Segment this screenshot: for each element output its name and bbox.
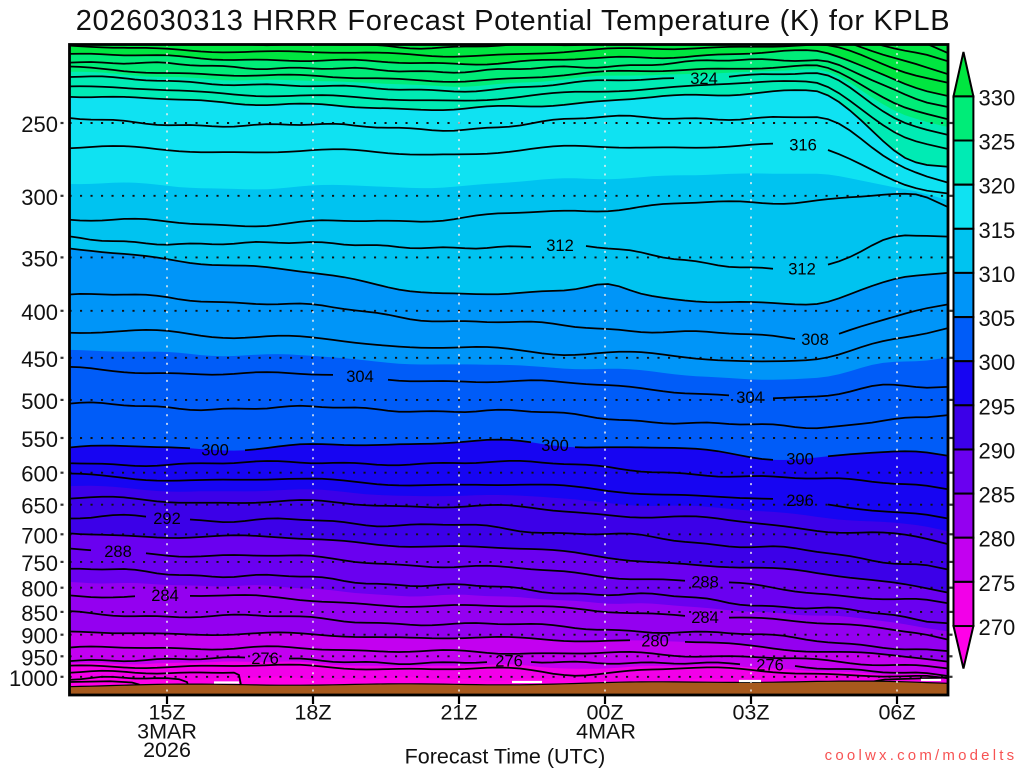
svg-text:2026: 2026 [143,738,191,762]
svg-text:275: 275 [979,571,1016,596]
svg-text:290: 290 [979,439,1016,464]
svg-text:coolwx.com/modelts: coolwx.com/modelts [825,747,1018,764]
svg-text:650: 650 [21,494,58,519]
svg-text:700: 700 [21,523,58,548]
svg-text:304: 304 [346,368,374,386]
svg-text:250: 250 [21,112,58,137]
svg-text:450: 450 [21,347,58,372]
svg-text:304: 304 [736,389,764,407]
svg-text:312: 312 [546,237,574,255]
svg-text:280: 280 [979,527,1016,552]
svg-text:276: 276 [251,650,279,668]
svg-text:316: 316 [789,137,817,155]
svg-text:276: 276 [756,656,784,674]
svg-text:280: 280 [641,632,669,650]
svg-text:300: 300 [21,185,58,210]
svg-text:18Z: 18Z [294,701,331,725]
svg-text:750: 750 [21,551,58,576]
svg-text:950: 950 [21,645,58,670]
svg-text:310: 310 [979,262,1016,287]
svg-text:315: 315 [979,218,1016,243]
svg-text:324: 324 [690,70,718,88]
svg-text:400: 400 [21,300,58,325]
svg-text:284: 284 [691,609,719,627]
svg-text:288: 288 [691,574,719,592]
svg-text:800: 800 [21,577,58,602]
svg-text:320: 320 [979,174,1016,199]
svg-text:00Z: 00Z [586,701,623,725]
svg-text:325: 325 [979,130,1016,155]
svg-text:285: 285 [979,483,1016,508]
svg-text:300: 300 [786,451,814,469]
svg-text:300: 300 [979,350,1016,375]
svg-text:330: 330 [979,85,1016,110]
svg-text:284: 284 [151,587,179,605]
svg-text:15Z: 15Z [148,701,185,725]
svg-text:288: 288 [104,543,132,561]
svg-text:500: 500 [21,389,58,414]
svg-text:308: 308 [801,331,829,349]
svg-text:292: 292 [153,510,181,528]
svg-text:03Z: 03Z [732,701,769,725]
svg-text:850: 850 [21,601,58,626]
svg-text:Forecast Time (UTC): Forecast Time (UTC) [405,745,606,768]
svg-text:276: 276 [495,652,523,670]
svg-text:3MAR: 3MAR [137,720,197,744]
svg-text:900: 900 [21,624,58,649]
svg-text:600: 600 [21,462,58,487]
svg-text:312: 312 [788,261,816,279]
svg-text:2026030313 HRRR Forecast Poten: 2026030313 HRRR Forecast Potential Tempe… [76,5,950,37]
svg-text:270: 270 [979,615,1016,640]
svg-text:4MAR: 4MAR [576,720,636,744]
svg-text:296: 296 [786,492,814,510]
svg-text:550: 550 [21,427,58,452]
svg-text:21Z: 21Z [440,701,477,725]
svg-text:300: 300 [201,442,229,460]
svg-text:305: 305 [979,306,1016,331]
svg-text:1000: 1000 [9,666,58,691]
svg-text:300: 300 [541,437,569,455]
svg-text:06Z: 06Z [878,701,915,725]
svg-text:350: 350 [21,246,58,271]
svg-text:295: 295 [979,394,1016,419]
